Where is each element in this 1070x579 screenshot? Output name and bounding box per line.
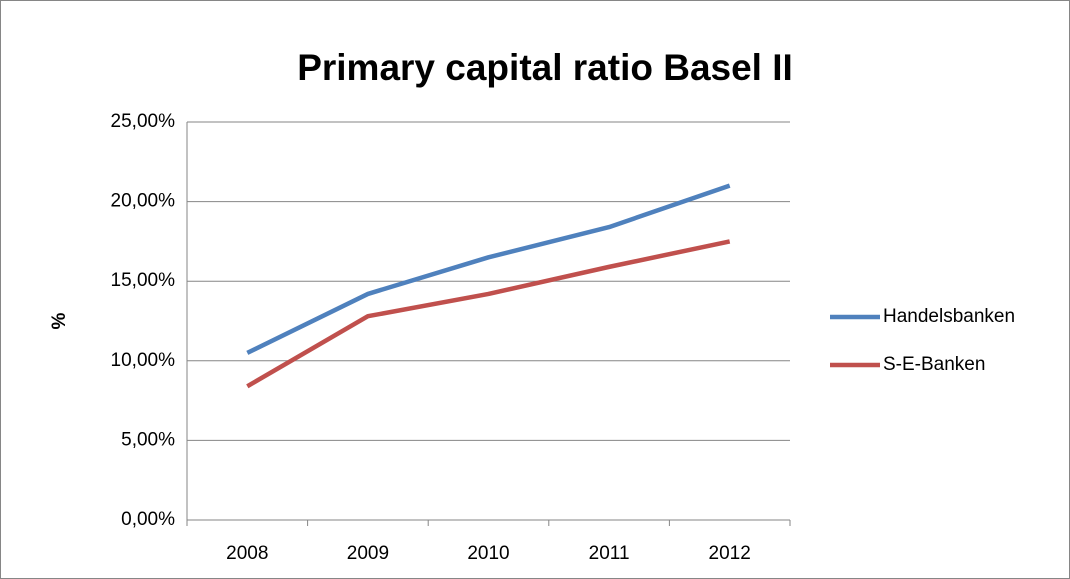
x-tick-label: 2012: [709, 543, 751, 564]
y-tick-label: 25,00%: [111, 111, 176, 132]
x-tick-label: 2008: [226, 543, 268, 564]
series-line: [246, 183, 731, 355]
chart-title: Primary capital ratio Basel II: [297, 47, 793, 88]
y-tick-label: 10,00%: [111, 350, 176, 371]
legend-label: S-E-Banken: [883, 354, 985, 375]
y-tick-label: 20,00%: [111, 191, 176, 212]
y-axis-label: %: [49, 312, 70, 329]
x-tick-label: 2009: [347, 543, 389, 564]
y-tick-label: 5,00%: [121, 429, 175, 450]
legend-label: Handelsbanken: [883, 306, 1015, 327]
x-tick-label: 2010: [467, 543, 509, 564]
y-tick-label: 0,00%: [121, 509, 175, 530]
x-tick-label: 2011: [589, 543, 630, 564]
series-line: [246, 239, 731, 389]
y-tick-label: 15,00%: [111, 270, 176, 291]
